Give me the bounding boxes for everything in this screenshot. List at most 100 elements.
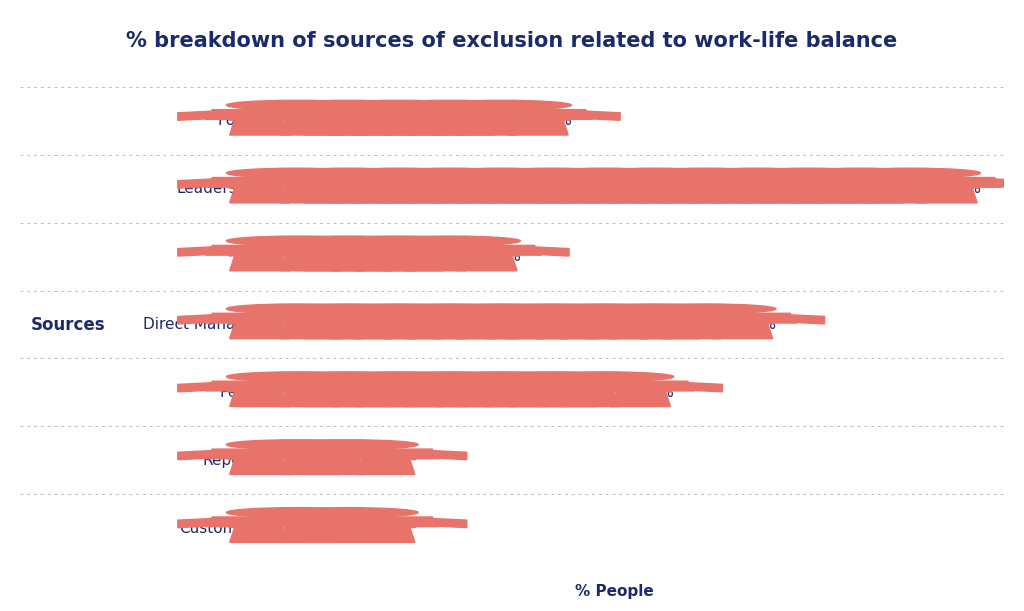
Polygon shape <box>681 178 722 188</box>
Polygon shape <box>303 527 364 543</box>
Polygon shape <box>178 111 219 120</box>
Polygon shape <box>178 518 219 528</box>
Polygon shape <box>229 111 270 120</box>
Polygon shape <box>281 324 341 338</box>
Polygon shape <box>331 246 373 256</box>
Polygon shape <box>229 459 290 475</box>
Polygon shape <box>588 188 648 203</box>
Circle shape <box>329 236 469 246</box>
Polygon shape <box>382 111 424 120</box>
Polygon shape <box>281 459 341 475</box>
Polygon shape <box>732 178 773 188</box>
Polygon shape <box>307 381 490 391</box>
Polygon shape <box>614 178 797 187</box>
Polygon shape <box>406 324 466 338</box>
Polygon shape <box>374 382 416 392</box>
Polygon shape <box>178 382 219 392</box>
Circle shape <box>431 168 571 178</box>
Circle shape <box>278 372 418 381</box>
Text: 7%: 7% <box>385 521 410 536</box>
Polygon shape <box>662 324 722 338</box>
Text: 14%: 14% <box>487 249 521 264</box>
Text: Peers: Peers <box>219 385 261 400</box>
Polygon shape <box>410 109 593 119</box>
Circle shape <box>686 168 827 178</box>
Circle shape <box>226 440 367 450</box>
Polygon shape <box>835 178 876 188</box>
Polygon shape <box>303 256 364 271</box>
Polygon shape <box>281 188 341 203</box>
Polygon shape <box>815 188 874 203</box>
Polygon shape <box>537 324 597 338</box>
Polygon shape <box>461 178 644 187</box>
Polygon shape <box>383 392 443 406</box>
Polygon shape <box>280 111 322 120</box>
Polygon shape <box>354 324 415 338</box>
Polygon shape <box>256 449 439 459</box>
Polygon shape <box>229 450 270 459</box>
Polygon shape <box>666 178 848 187</box>
Circle shape <box>482 168 623 178</box>
Polygon shape <box>740 178 781 188</box>
Polygon shape <box>410 178 593 187</box>
Polygon shape <box>508 392 568 406</box>
Polygon shape <box>559 324 620 338</box>
Polygon shape <box>579 382 621 392</box>
Polygon shape <box>639 188 699 203</box>
Polygon shape <box>425 178 467 188</box>
Polygon shape <box>178 315 219 324</box>
Polygon shape <box>559 188 620 203</box>
Polygon shape <box>987 178 1024 188</box>
Text: 36%: 36% <box>743 317 777 332</box>
Polygon shape <box>885 178 927 188</box>
Polygon shape <box>425 246 467 256</box>
Polygon shape <box>256 246 439 255</box>
Polygon shape <box>587 315 629 324</box>
Polygon shape <box>410 381 593 391</box>
Text: Customers: Customers <box>179 521 261 536</box>
Circle shape <box>278 236 418 246</box>
Polygon shape <box>610 188 671 203</box>
Polygon shape <box>457 392 517 406</box>
Circle shape <box>431 100 571 110</box>
Polygon shape <box>476 178 518 188</box>
Circle shape <box>380 100 520 110</box>
Polygon shape <box>527 111 569 120</box>
Polygon shape <box>332 256 392 271</box>
Polygon shape <box>690 188 750 203</box>
Polygon shape <box>256 313 439 323</box>
Polygon shape <box>476 382 518 392</box>
Polygon shape <box>536 178 578 188</box>
Polygon shape <box>406 120 466 135</box>
Polygon shape <box>229 392 290 406</box>
Polygon shape <box>512 313 695 323</box>
Polygon shape <box>206 313 388 323</box>
Polygon shape <box>280 315 322 324</box>
Polygon shape <box>332 188 392 203</box>
Polygon shape <box>916 188 977 203</box>
Polygon shape <box>865 188 926 203</box>
Circle shape <box>226 508 367 518</box>
Polygon shape <box>303 120 364 135</box>
Polygon shape <box>764 188 824 203</box>
Polygon shape <box>406 188 466 203</box>
Circle shape <box>482 304 623 313</box>
Polygon shape <box>508 120 568 135</box>
Polygon shape <box>206 449 388 459</box>
Polygon shape <box>588 324 648 338</box>
Polygon shape <box>579 111 621 120</box>
Polygon shape <box>713 188 773 203</box>
Polygon shape <box>433 178 475 188</box>
Circle shape <box>585 304 725 313</box>
Polygon shape <box>206 517 388 527</box>
Polygon shape <box>485 392 546 406</box>
Text: Policy: Policy <box>217 114 261 128</box>
Text: Sources: Sources <box>31 315 104 334</box>
Polygon shape <box>383 324 443 338</box>
Polygon shape <box>406 256 466 271</box>
Polygon shape <box>382 382 424 392</box>
Polygon shape <box>425 382 467 392</box>
Polygon shape <box>382 315 424 324</box>
Polygon shape <box>579 178 621 188</box>
Polygon shape <box>229 382 270 392</box>
